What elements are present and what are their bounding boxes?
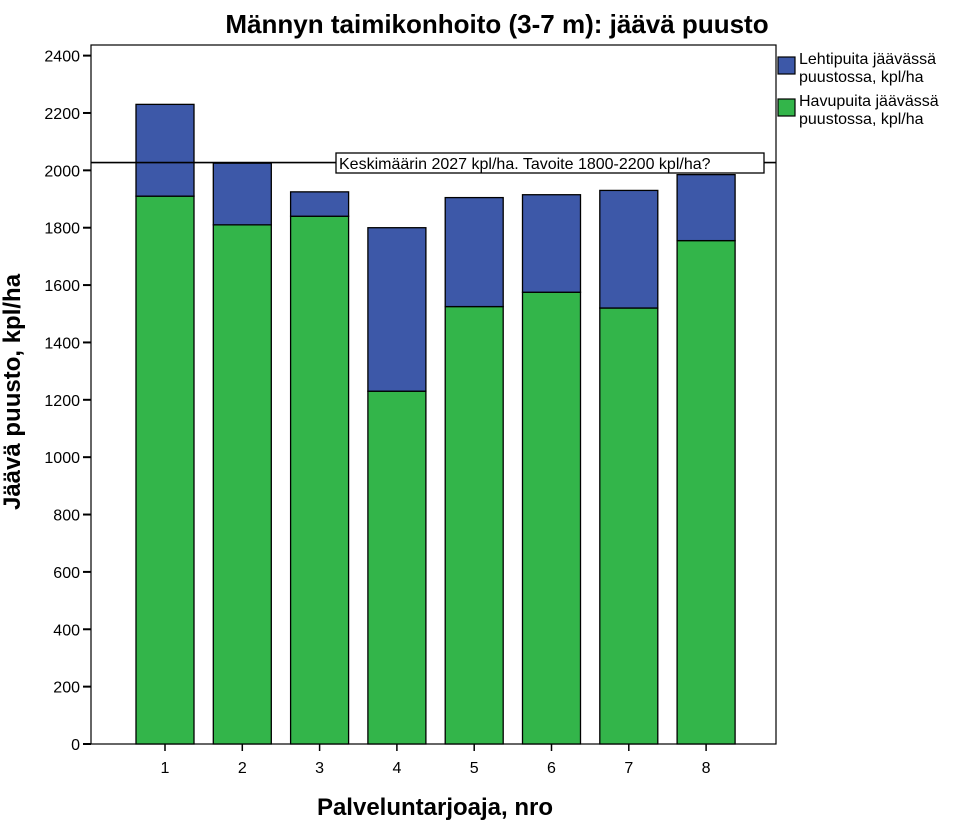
- y-tick-label: 2000: [44, 163, 80, 180]
- y-tick-label: 1000: [44, 450, 80, 467]
- chart-title: Männyn taimikonhoito (3-7 m): jäävä puus…: [225, 9, 768, 39]
- legend-swatch: [777, 56, 796, 75]
- legend-label: Lehtipuita jäävässä puustossa, kpl/ha: [799, 51, 936, 86]
- x-tick-label: 7: [624, 760, 633, 777]
- annotation-box: [335, 152, 765, 174]
- y-tick-label: 1800: [44, 221, 80, 238]
- bar-segment-lehtipuita: [135, 103, 195, 197]
- y-tick-label: 1400: [44, 335, 80, 352]
- y-tick-label: 2200: [44, 106, 80, 123]
- y-tick-label: 800: [53, 508, 80, 525]
- bar-segment-havupuita: [135, 195, 195, 745]
- legend: Lehtipuita jäävässä puustossa, kpl/ha Havu…: [777, 51, 939, 128]
- y-tick-label: 1600: [44, 278, 80, 295]
- annotation-text: Keskimäärin 2027 kpl/ha. Tavoite 1800-22…: [339, 156, 711, 173]
- bar-segment-lehtipuita: [289, 191, 350, 217]
- x-tick-label: 5: [470, 760, 479, 777]
- plot-area: 0 200 400 600 800 1000 1200 1400 1600 1800 2000 220…: [44, 44, 777, 777]
- y-tick-label: 0: [71, 737, 80, 754]
- y-tick-label: 2400: [44, 49, 80, 66]
- legend-label: Havupuita jäävässä puustossa, kpl/ha: [799, 93, 939, 128]
- bar-segment-havupuita: [367, 390, 427, 745]
- bar-segment-lehtipuita: [367, 227, 427, 392]
- y-tick-label: 600: [53, 565, 80, 582]
- x-tick-label: 6: [547, 760, 556, 777]
- x-tick-label: 8: [702, 760, 711, 777]
- bar-segment-lehtipuita: [676, 173, 736, 242]
- y-axis-title: Jäävä puusto, kpl/ha: [0, 273, 26, 510]
- bar-segment-havupuita: [212, 224, 272, 745]
- x-axis-title: Palveluntarjoaja, nro: [317, 794, 553, 821]
- bar-segment-lehtipuita: [212, 162, 272, 226]
- x-tick-label: 2: [238, 760, 247, 777]
- bar-segment-lehtipuita: [444, 196, 504, 308]
- bar-segment-havupuita: [289, 215, 350, 745]
- y-tick-label: 200: [53, 680, 80, 697]
- plot-frame: [90, 44, 777, 745]
- y-tick-label: 400: [53, 622, 80, 639]
- bar-segment-lehtipuita: [599, 189, 659, 309]
- bar-segment-havupuita: [599, 307, 659, 745]
- bar-segment-lehtipuita: [521, 194, 582, 293]
- y-tick-label: 1200: [44, 393, 80, 410]
- legend-swatch: [777, 98, 796, 117]
- x-tick-label: 4: [392, 760, 401, 777]
- bar-segment-havupuita: [676, 239, 736, 745]
- bar-segment-havupuita: [444, 305, 504, 745]
- x-tick-label: 3: [315, 760, 324, 777]
- bar-segment-havupuita: [521, 291, 582, 745]
- x-tick-label: 1: [161, 760, 170, 777]
